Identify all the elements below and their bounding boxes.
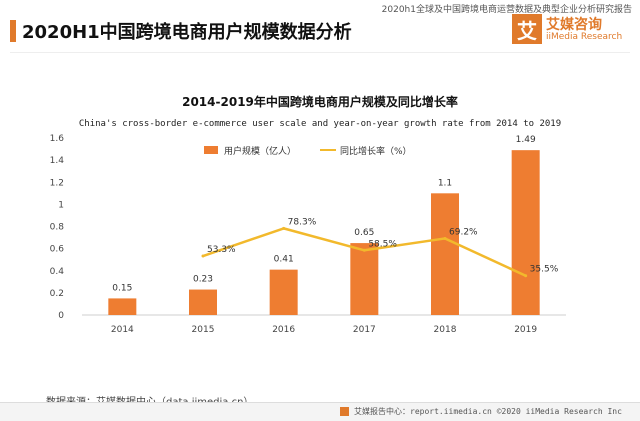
legend-label-line: 同比增长率（%） bbox=[340, 145, 412, 157]
bar-value-label: 0.65 bbox=[354, 228, 374, 238]
x-tick-label: 2016 bbox=[272, 325, 295, 335]
logo-name-cn: 艾媒咨询 bbox=[546, 17, 602, 33]
x-tick-label: 2015 bbox=[192, 325, 215, 335]
bar-value-label: 0.41 bbox=[274, 255, 294, 265]
y-tick-label: 1.2 bbox=[50, 178, 64, 188]
bar-value-label: 1.49 bbox=[516, 135, 536, 145]
y-tick-label: 1.6 bbox=[50, 134, 65, 144]
legend-label-bar: 用户规模（亿人） bbox=[224, 145, 296, 157]
bar-value-label: 1.1 bbox=[438, 178, 452, 188]
brand-logo: 艾 艾媒咨询 iiMedia Research bbox=[512, 14, 630, 48]
y-tick-label: 0.8 bbox=[50, 223, 65, 233]
x-tick-label: 2018 bbox=[434, 325, 457, 335]
growth-value-label: 35.5% bbox=[530, 265, 559, 275]
x-tick-label: 2019 bbox=[514, 325, 537, 335]
growth-value-label: 58.5% bbox=[368, 239, 397, 249]
y-axis: 0 0.2 0.4 0.6 0.8 1 1.2 1.4 1.6 bbox=[50, 134, 65, 321]
title-accent-bar bbox=[10, 20, 16, 42]
chart-subtitle: China's cross-border e-commerce user sca… bbox=[79, 119, 561, 129]
y-tick-label: 1.4 bbox=[50, 156, 65, 166]
x-tick-label: 2017 bbox=[353, 325, 376, 335]
y-tick-label: 0.6 bbox=[50, 245, 65, 255]
logo-mark-icon: 艾 bbox=[512, 14, 542, 44]
growth-point bbox=[282, 226, 286, 230]
y-tick-label: 1 bbox=[58, 200, 64, 210]
growth-point bbox=[524, 274, 528, 278]
growth-point bbox=[443, 236, 447, 240]
bar-labels: 0.15 0.23 0.41 0.65 1.1 1.49 bbox=[112, 135, 536, 293]
growth-value-label: 53.3% bbox=[207, 245, 236, 255]
growth-line-series: 53.3% 78.3% 58.5% 69.2% 35.5% bbox=[201, 217, 559, 278]
bar-value-label: 0.23 bbox=[193, 275, 213, 285]
page-title: 2020H1中国跨境电商用户规模数据分析 bbox=[22, 22, 352, 43]
growth-value-label: 69.2% bbox=[449, 227, 478, 237]
legend-swatch-bar bbox=[204, 146, 218, 154]
bar bbox=[269, 269, 298, 315]
report-name-note: 2020h1全球及中国跨境电商运营数据及典型企业分析研究报告 bbox=[381, 5, 632, 15]
logo-name-en: iiMedia Research bbox=[546, 32, 623, 42]
bar-value-label: 0.15 bbox=[112, 283, 132, 293]
bar bbox=[189, 289, 217, 315]
bar-series bbox=[108, 150, 540, 315]
y-tick-label: 0.4 bbox=[50, 267, 65, 277]
bar bbox=[431, 193, 459, 315]
growth-point bbox=[201, 254, 205, 258]
chart-title: 2014-2019年中国跨境电商用户规模及同比增长率 bbox=[182, 94, 458, 109]
legend: 用户规模（亿人） 同比增长率（%） bbox=[204, 145, 412, 157]
footer-bar: 艾媒报告中心：report.iimedia.cn ©2020 iiMedia R… bbox=[0, 402, 640, 421]
x-tick-label: 2014 bbox=[111, 325, 134, 335]
footer-text: 艾媒报告中心：report.iimedia.cn ©2020 iiMedia R… bbox=[354, 407, 622, 416]
footer-logo-icon bbox=[340, 407, 349, 416]
bar bbox=[108, 298, 137, 315]
y-tick-label: 0.2 bbox=[50, 289, 64, 299]
y-tick-label: 0 bbox=[58, 311, 64, 321]
bar bbox=[350, 243, 379, 315]
bar bbox=[511, 150, 540, 315]
growth-value-label: 78.3% bbox=[288, 217, 317, 227]
header-divider bbox=[10, 52, 630, 53]
growth-point bbox=[362, 248, 366, 252]
x-axis: 2014 2015 2016 2017 2018 2019 bbox=[82, 314, 566, 335]
